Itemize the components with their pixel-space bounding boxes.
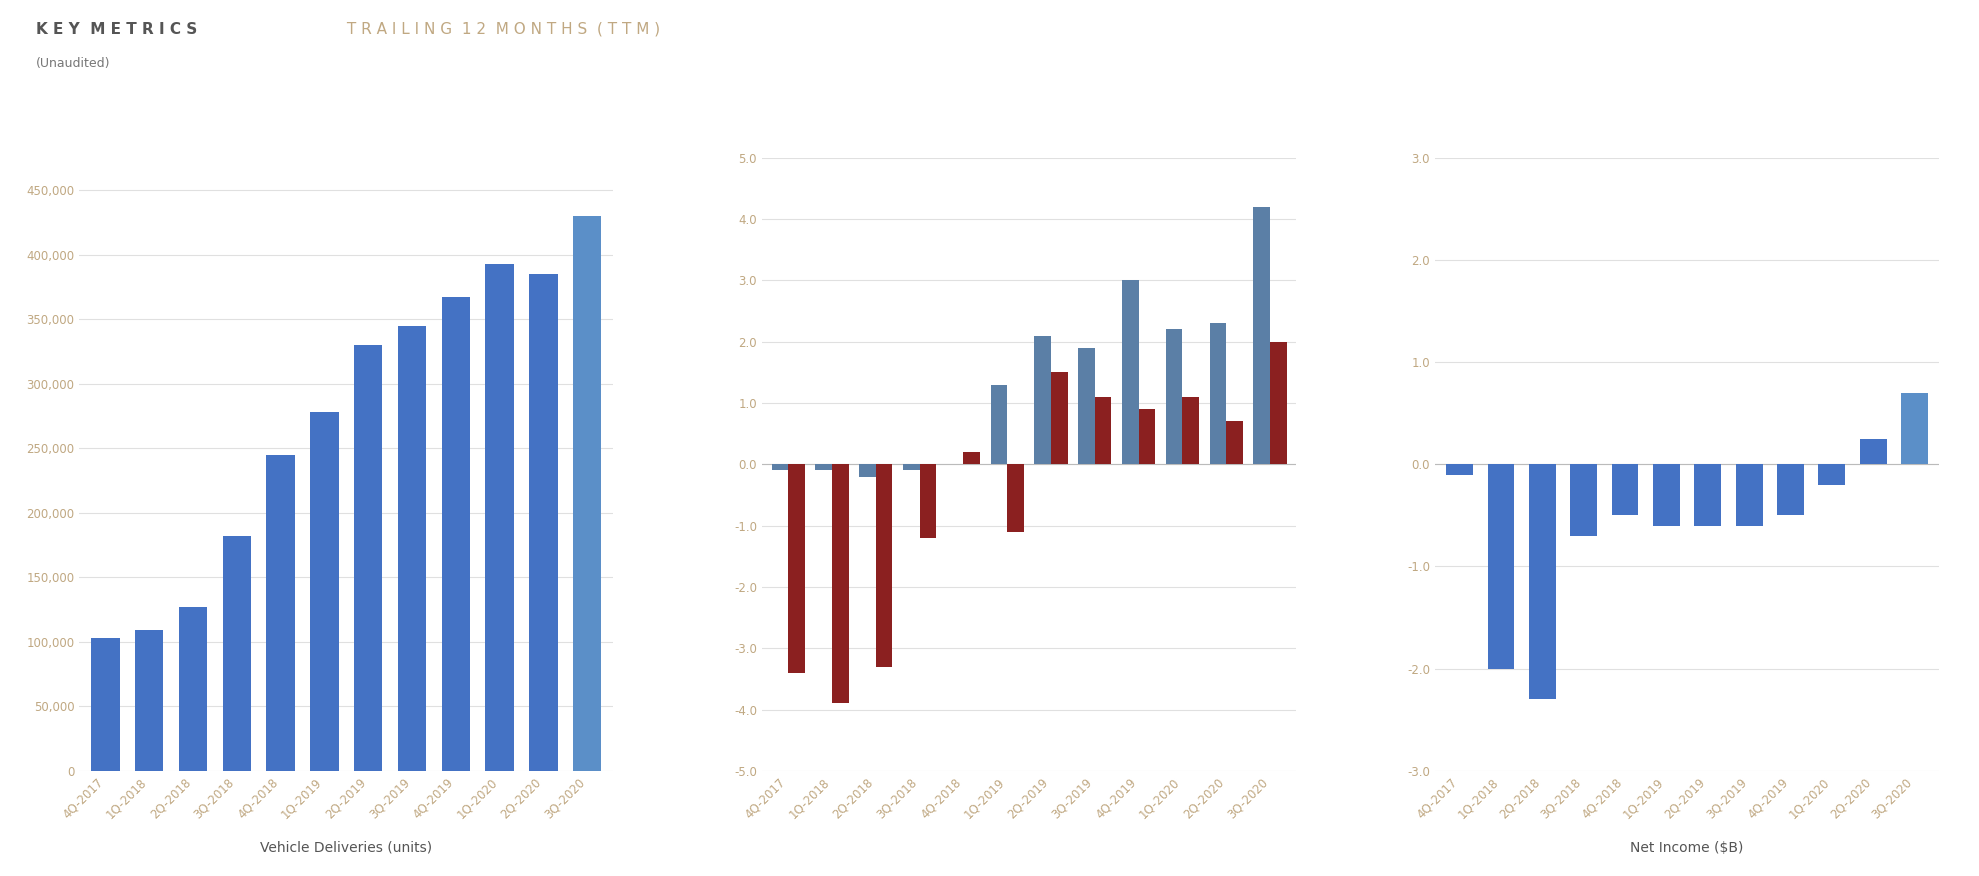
Text: K E Y  M E T R I C S: K E Y M E T R I C S [36,22,196,37]
Bar [528,274,558,771]
Bar [991,385,1007,464]
Bar [1652,464,1680,526]
Bar [831,464,849,703]
Bar [1122,280,1138,464]
Text: T R A I L I N G  1 2  M O N T H S  ( T T M ): T R A I L I N G 1 2 M O N T H S ( T T M … [342,22,661,37]
Bar [1611,464,1639,515]
Bar [1051,372,1067,464]
Bar [772,464,788,470]
Bar [1094,397,1112,464]
X-axis label: Vehicle Deliveries (units): Vehicle Deliveries (units) [261,841,431,855]
Bar [1209,323,1227,464]
Bar [1227,421,1243,464]
Bar [1035,336,1051,464]
Bar [1694,464,1722,526]
Bar [1007,464,1023,532]
Bar [574,215,602,771]
Bar [1166,329,1181,464]
Bar [441,297,471,771]
Bar [1181,397,1199,464]
Bar [788,464,805,673]
Bar [222,536,251,771]
Bar [859,464,877,477]
Bar [1271,342,1286,464]
Bar [1860,439,1886,464]
Bar [1569,464,1597,536]
Bar [91,638,119,771]
Bar [1819,464,1844,484]
Bar [1138,409,1156,464]
Bar [311,412,338,771]
Bar [485,264,515,771]
X-axis label: Net Income ($B): Net Income ($B) [1631,841,1743,855]
Bar [920,464,936,538]
Bar [354,345,382,771]
Bar [135,630,164,771]
Bar [877,464,893,667]
Bar [267,455,295,771]
Bar [902,464,920,470]
Text: (Unaudited): (Unaudited) [36,57,111,70]
Bar [964,452,980,464]
Bar [1530,464,1555,699]
Bar [1736,464,1763,526]
Bar [815,464,831,470]
Bar [1079,348,1094,464]
Bar [178,607,208,771]
Bar [1777,464,1805,515]
Bar [1447,464,1472,475]
Bar [1253,207,1271,464]
Bar [1902,392,1928,464]
Bar [1488,464,1514,668]
Bar [398,326,425,771]
